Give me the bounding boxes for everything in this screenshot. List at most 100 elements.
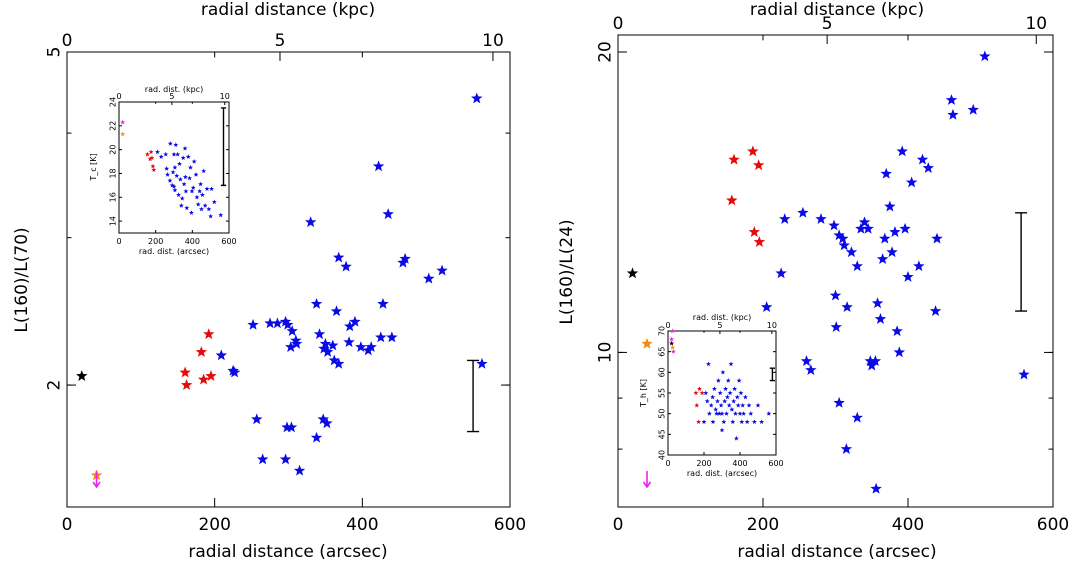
inset0-blue-star-point [211,199,217,205]
inset1-y-tick-label: 60 [657,367,666,377]
inset1-blue-star-point [738,390,744,396]
left-inset-top-axis-label: rad. dist. (kpc) [145,85,203,94]
left-top-axis-label: radial distance (kpc) [201,0,375,20]
inset1-y-tick-label: 45 [657,429,666,439]
inset0-blue-star-point [187,175,193,181]
panel1-x-tick-label: 600 [1037,515,1069,535]
panel0-red-star-point [180,379,193,390]
panel1-blue-star-point [828,219,840,231]
inset0-red-star-point [150,163,156,169]
inset0-x2-tick-label: 10 [220,92,230,101]
inset0-y-tick-label: 18 [108,168,117,178]
inset1-blue-star-point [732,386,738,391]
panel1-black-star-point [626,267,639,279]
panel1-blue-star-point [779,213,791,224]
inset0-blue-star-point [170,169,176,175]
right-top-axis-label: radial distance (kpc) [750,0,924,20]
panel1-y-tick-label: 20 [595,41,615,63]
panel0-blue-star-point [344,320,356,332]
panel1-blue-star-point [833,229,845,241]
inset1-blue-star-point [751,419,757,425]
inset1-blue-star-point [717,390,723,396]
panel0-error-bar [467,359,480,433]
inset0-blue-star-point [199,192,205,197]
inset1-blue-star-point [759,419,765,425]
panel1-upper-limit-arrow [642,471,652,489]
panel0-blue-star-point [256,453,269,465]
panel1-blue-star-point [967,103,979,115]
panel1-blue-star-point [929,305,942,316]
inset0-error-bar [220,107,227,187]
panel0-blue-star-point [285,341,297,352]
inset1-x2-tick-label: 10 [767,321,777,330]
inset1-blue-star-point [703,390,709,396]
panel1-red-star-point [753,236,766,247]
inset1-blue-star-point [725,378,731,383]
inset1-blue-star-point [746,402,752,408]
inset0-blue-star-point [172,187,178,193]
panel1-x-tick-label: 400 [892,515,924,535]
inset0-blue-star-point [182,145,188,151]
inset0-x-tick-label: 600 [221,237,236,246]
inset1-blue-star-point [711,386,717,391]
panel0-blue-star-point [310,431,323,443]
inset0-blue-star-point [197,188,203,194]
panel0-blue-star-point [313,328,326,340]
inset0-x2-tick-label: 0 [116,92,121,101]
inset1-blue-star-point [726,402,732,408]
panel1-blue-star-point [886,246,898,258]
inset0-blue-star-point [172,164,178,170]
inset1-blue-star-point [740,402,746,408]
inset1-blue-star-point [739,419,745,425]
panel1-blue-star-point [862,222,874,234]
inset1-magenta-star-point [670,349,676,354]
inset0-blue-star-point [180,155,186,161]
inset0-blue-star-point [167,141,173,146]
panel1-blue-star-point [913,260,925,272]
panel0-red-star-point [179,366,191,378]
inset1-y-tick-label: 50 [657,409,666,419]
inset0-blue-star-point [173,142,179,147]
panel0-blue-star-point [321,346,334,357]
right-data-marks [626,50,1030,494]
inset1-blue-star-point [722,398,728,404]
panel0-y-tick-label: 5 [44,47,64,58]
inset1-blue-star-point [734,394,740,400]
inset0-y-tick-label: 22 [108,121,117,131]
inset0-blue-star-point [206,206,212,212]
panel1-y-tick-label: 10 [595,342,615,364]
inset1-error-bar [769,367,775,382]
inset1-blue-star-point [741,411,747,416]
left-inset: rad. dist. (kpc) rad. dist. (arcsec) T_c… [89,85,237,256]
inset0-blue-star-point [167,178,173,183]
inset1-x-tick-label: 0 [665,459,670,468]
panel1-x2-tick-label: 5 [822,14,833,34]
panel1-blue-star-point [851,260,863,272]
inset0-y-tick-label: 20 [108,145,117,155]
panel1-blue-star-point [800,355,813,367]
panel0-blue-star-point [318,342,330,354]
inset1-blue-star-point [727,390,733,396]
inset0-blue-star-point [175,151,181,157]
panel0-x-tick-label: 400 [346,515,378,535]
panel1-blue-star-point [845,246,858,258]
inset1-x-tick-label: 600 [768,459,783,468]
inset1-blue-star-point [708,402,714,408]
inset0-red-star-point [144,151,150,157]
panel0-blue-star-point [333,357,345,369]
left-inset-ticks: 0 200 400 600 0 5 10 14 16 18 20 22 24 [108,92,236,246]
inset1-blue-star-point [724,411,729,416]
inset1-blue-star-point [730,419,736,425]
inset0-red-star-point [147,156,153,162]
inset0-blue-star-point [191,158,197,164]
inset0-blue-star-point [204,186,210,192]
left-panel: radial distance (kpc) radial distance (a… [12,0,526,562]
panel0-blue-star-point [304,216,317,228]
panel0-blue-star-point [293,464,306,476]
panel1-blue-star-point [880,167,892,179]
inset0-blue-star-point [201,168,207,174]
panel1-blue-star-point [1018,368,1030,380]
panel1-blue-star-point [896,145,908,157]
inset0-blue-star-point [163,151,169,157]
inset1-blue-star-point [716,411,722,416]
